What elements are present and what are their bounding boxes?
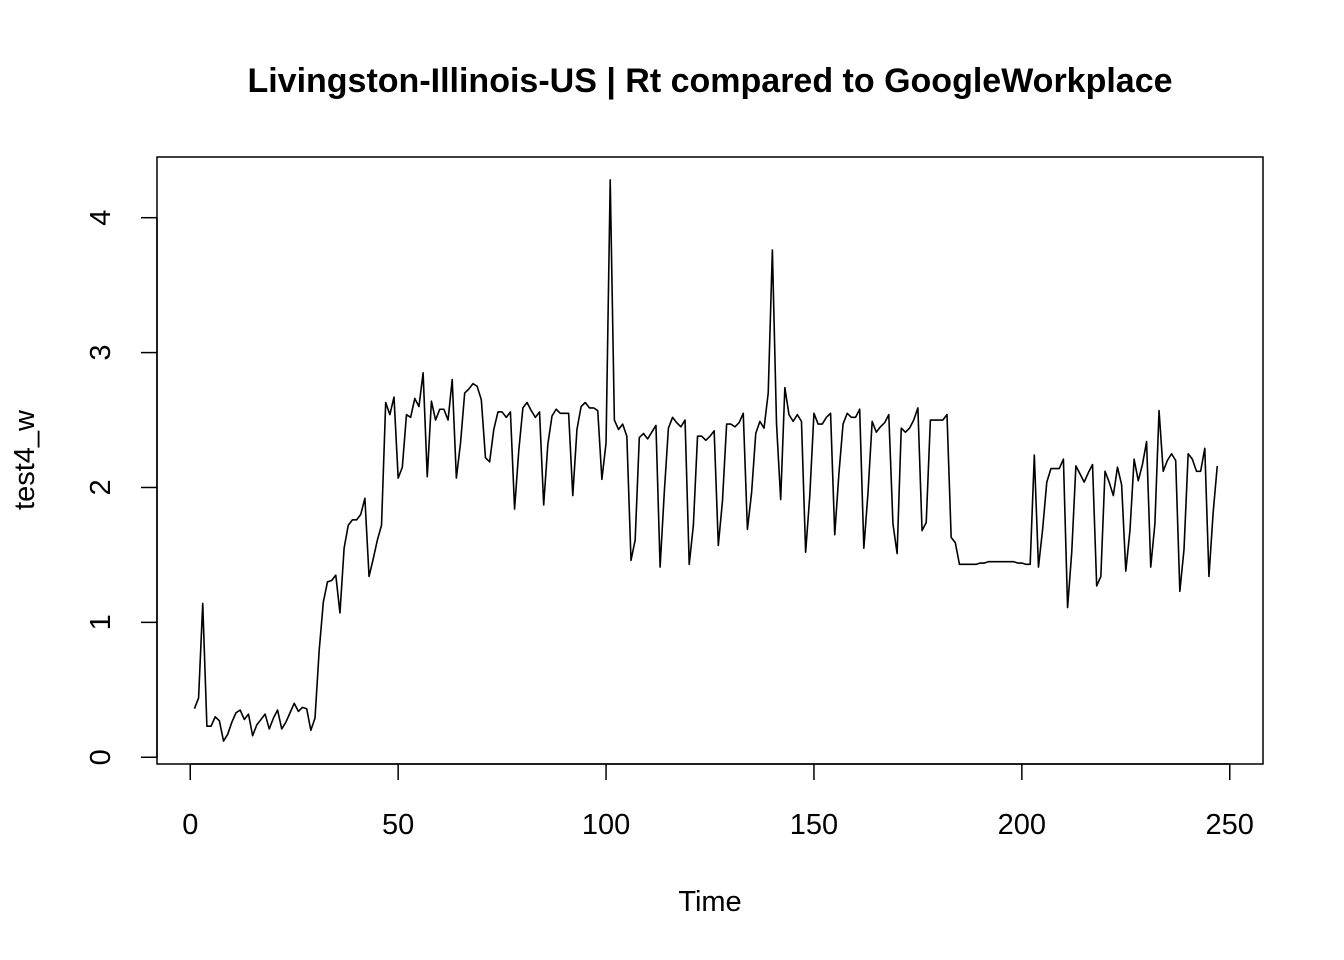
y-tick-label: 3 <box>85 345 117 361</box>
y-tick-label: 2 <box>85 479 117 495</box>
y-tick-label: 0 <box>85 749 117 765</box>
x-axis-label: Time <box>678 886 741 918</box>
series-layer <box>193 179 1219 742</box>
x-tick-label: 100 <box>582 809 630 841</box>
x-tick-label: 0 <box>182 809 198 841</box>
series-line <box>193 179 1219 742</box>
x-tick-label: 250 <box>1206 809 1254 841</box>
y-axis-label: test4_w <box>9 409 41 510</box>
y-tick-label: 1 <box>85 614 117 630</box>
y-tick-label: 4 <box>85 210 117 226</box>
x-tick-label: 200 <box>998 809 1046 841</box>
x-tick-label: 50 <box>382 809 414 841</box>
x-tick-label: 150 <box>790 809 838 841</box>
chart-title: Livingston-Illinois-US | Rt compared to … <box>247 62 1172 100</box>
x-axis: 0 50 100 150 200 250 <box>182 763 1254 841</box>
y-axis: 0 1 2 3 4 <box>85 210 158 765</box>
